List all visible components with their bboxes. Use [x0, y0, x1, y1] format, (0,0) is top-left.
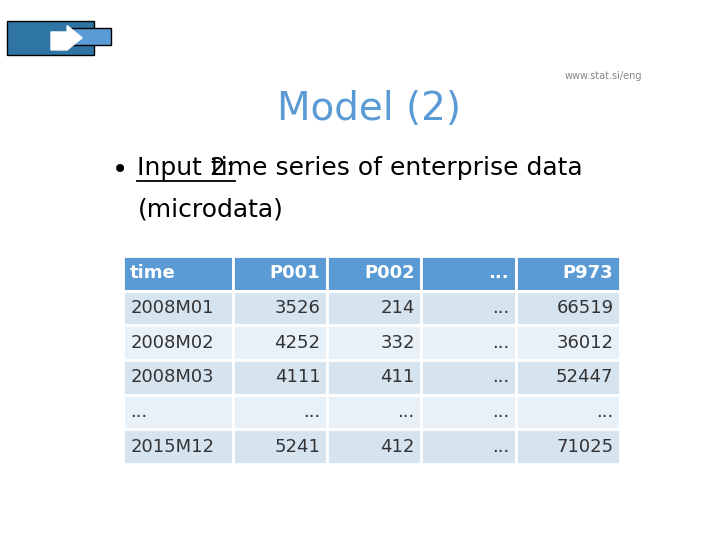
FancyBboxPatch shape	[516, 291, 620, 326]
Text: ...: ...	[492, 299, 509, 317]
Text: 412: 412	[380, 437, 415, 456]
FancyBboxPatch shape	[124, 395, 233, 429]
Text: Model (2): Model (2)	[277, 90, 461, 128]
Text: ...: ...	[303, 403, 320, 421]
FancyBboxPatch shape	[124, 429, 233, 464]
Text: 4111: 4111	[275, 368, 320, 386]
FancyBboxPatch shape	[233, 395, 327, 429]
Text: ...: ...	[397, 403, 415, 421]
Text: ...: ...	[488, 265, 509, 282]
Text: 66519: 66519	[557, 299, 613, 317]
Text: P002: P002	[364, 265, 415, 282]
FancyBboxPatch shape	[327, 291, 421, 326]
FancyBboxPatch shape	[233, 256, 327, 291]
Text: ...: ...	[492, 403, 509, 421]
Text: 332: 332	[380, 334, 415, 352]
FancyBboxPatch shape	[516, 326, 620, 360]
Text: 52447: 52447	[556, 368, 613, 386]
FancyBboxPatch shape	[421, 326, 516, 360]
Text: 2008M02: 2008M02	[130, 334, 214, 352]
FancyBboxPatch shape	[516, 395, 620, 429]
FancyBboxPatch shape	[327, 360, 421, 395]
FancyBboxPatch shape	[7, 21, 94, 55]
Text: 71025: 71025	[557, 437, 613, 456]
FancyBboxPatch shape	[233, 360, 327, 395]
Text: time series of enterprise data: time series of enterprise data	[203, 156, 583, 180]
Text: 214: 214	[380, 299, 415, 317]
Text: 411: 411	[380, 368, 415, 386]
Text: Input 2:: Input 2:	[138, 156, 235, 180]
Text: ...: ...	[492, 437, 509, 456]
FancyBboxPatch shape	[421, 429, 516, 464]
FancyBboxPatch shape	[233, 291, 327, 326]
FancyBboxPatch shape	[71, 28, 111, 45]
Text: time: time	[130, 265, 176, 282]
FancyBboxPatch shape	[124, 326, 233, 360]
Text: (microdata): (microdata)	[138, 198, 283, 222]
FancyBboxPatch shape	[516, 429, 620, 464]
FancyBboxPatch shape	[516, 256, 620, 291]
Text: 3526: 3526	[274, 299, 320, 317]
FancyBboxPatch shape	[233, 326, 327, 360]
Text: ...: ...	[596, 403, 613, 421]
Polygon shape	[51, 25, 82, 50]
Text: P001: P001	[270, 265, 320, 282]
FancyBboxPatch shape	[421, 291, 516, 326]
FancyBboxPatch shape	[421, 256, 516, 291]
FancyBboxPatch shape	[124, 291, 233, 326]
FancyBboxPatch shape	[124, 360, 233, 395]
FancyBboxPatch shape	[327, 326, 421, 360]
Text: 2015M12: 2015M12	[130, 437, 214, 456]
Text: P973: P973	[563, 265, 613, 282]
Text: 4252: 4252	[274, 334, 320, 352]
Text: •: •	[112, 156, 129, 184]
FancyBboxPatch shape	[233, 429, 327, 464]
Text: 5241: 5241	[274, 437, 320, 456]
Text: www.stat.si/eng: www.stat.si/eng	[565, 71, 642, 81]
Text: ...: ...	[492, 334, 509, 352]
Text: 2008M01: 2008M01	[130, 299, 214, 317]
FancyBboxPatch shape	[421, 395, 516, 429]
Text: ...: ...	[492, 368, 509, 386]
FancyBboxPatch shape	[327, 395, 421, 429]
FancyBboxPatch shape	[327, 256, 421, 291]
FancyBboxPatch shape	[421, 360, 516, 395]
FancyBboxPatch shape	[516, 360, 620, 395]
Text: 36012: 36012	[557, 334, 613, 352]
Text: 2008M03: 2008M03	[130, 368, 214, 386]
FancyBboxPatch shape	[327, 429, 421, 464]
FancyBboxPatch shape	[124, 256, 233, 291]
Text: ...: ...	[130, 403, 148, 421]
